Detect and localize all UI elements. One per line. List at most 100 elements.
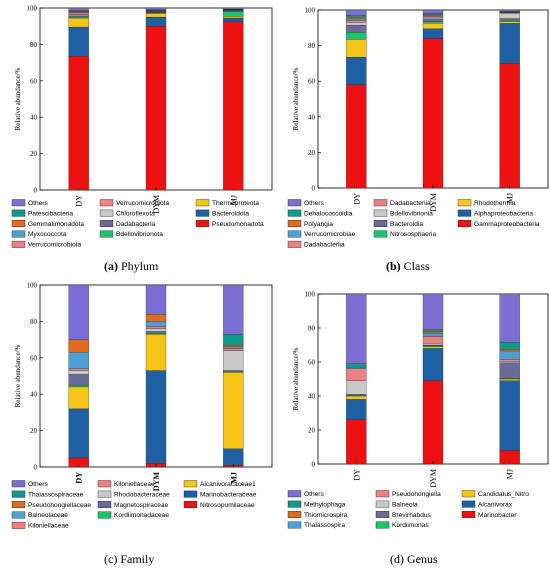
bar-segment-thiomicrospira [422,331,444,334]
bar-segment-brevirhabdus [499,362,520,379]
legend-label: Kordiimonas [392,522,429,529]
legend-swatch [287,490,302,498]
bar-segment-kiloniellaceae [68,368,89,371]
legend-label: Pseudomonadota [212,221,264,228]
bar-segment-gammaproteobacteria [422,38,444,189]
panel-a: 0 20 40 60 80 100 Relative abundance/% DY DYM MJ O… [11,5,273,249]
bar-segment-alcanivorax [422,348,444,381]
legend-label: Marinobacteraceae [200,491,257,498]
legend-label: Dehalococcoidia [304,210,353,217]
legend-label: Pseudohongiella [392,491,441,498]
bar-segment-balneola [346,380,367,395]
legend-label: Dadabacteriia [390,200,431,207]
bar-segment-balneola [499,360,520,363]
y-tick-label: 0 [34,187,38,195]
bar-segment-alcanivorax [499,380,520,451]
legend-swatch [375,511,390,518]
legend-swatch [287,521,302,529]
legend-label: Pseudohongiellaceae [28,502,91,509]
bar-segment-pseudohongiella [422,336,444,344]
y-tick-label: 40 [308,393,316,401]
legend-label: Magnetospiraceae [114,502,169,509]
legend-swatch [373,199,388,207]
x-category-label: MJ [506,469,515,479]
legend-label: Alcanivoracaceae1 [200,481,256,488]
bar-segment-verrucomicrobiae [346,18,367,21]
legend-swatch [375,500,390,508]
panel-c: 0 20 40 60 80 100 Relative abundance/% DY DYM MJ O… [11,282,273,530]
y-tick-label: 80 [308,42,316,50]
bar-segment-candidatus_nitro [422,346,444,349]
bar-segment-balneolaceae [68,352,89,369]
y-tick-label: 0 [312,461,316,469]
bar-segment-marinobacteraceae [68,408,89,459]
legend-swatch [11,220,26,228]
x-category-label: DY [352,193,361,205]
bar-segment-thermoproteota [223,16,244,19]
bar-segment-alcanivoracaceae1 [223,372,244,449]
legend-label: Patescibacteria [28,210,73,217]
y-axis-label: Relative abundance/% [14,344,22,407]
bar-segment-chloroflexota [68,14,89,16]
bar-segment-others [346,9,367,16]
bar-segment-candidatus_nitro [346,395,367,400]
bar-segment-marinobacter [422,380,444,465]
legend-swatch [287,199,302,207]
y-tick-label: 60 [308,78,316,86]
y-tick-label: 60 [30,354,38,362]
bar-segment-balneolaceae [223,346,244,349]
bar-segment-rhodobacteraceae [145,328,167,332]
bar-segment-others [145,7,167,10]
legend-label: Others [304,491,324,498]
bar-segment-alphaproteobacteria [422,28,444,39]
bar-segment-polyangia [346,16,367,20]
x-category-label: DYM [429,193,438,212]
legend-label: Verrucomicrobiae [304,231,356,238]
y-tick-label: 100 [305,7,316,15]
bar-segment-bacteroidia [422,18,444,22]
legend-swatch [195,199,210,207]
legend-swatch [11,501,26,508]
y-tick-label: 0 [34,464,38,472]
bar-segment-methylophaga [422,329,444,332]
panel-b: 0 20 40 60 80 100 Relative abundance/% DY DYM MJ O… [287,7,549,249]
bar-segment-alcanivoracaceae1 [145,333,167,371]
y-tick-label: 100 [27,5,38,13]
bar-segment-alphaproteobacteria [346,57,367,85]
y-tick-label: 20 [30,150,38,158]
bar-segment-rhodothermia [422,23,444,29]
legend-label: Bdellovibrionia [390,210,433,217]
legend-label: Verrucomicrobiota [116,200,169,207]
y-tick-label: 20 [30,427,38,435]
legend-swatch [287,500,302,508]
bar-segment-bacteroidota [223,17,244,22]
legend-swatch [11,480,26,488]
bar-segment-others [499,9,520,12]
bar-segment-others [145,284,167,315]
bar-segment-kiloniellaceae [223,348,244,351]
legend-swatch [11,209,26,217]
bar-segment-rhodobacteraceae [223,350,244,371]
bar-segment-others [422,293,444,330]
legend-swatch [461,500,476,508]
bar-segment-rhodothermia [499,21,520,24]
legend-swatch [457,209,472,217]
legend-label: Others [28,200,48,207]
bar-segment-others [223,7,244,10]
y-tick-label: 80 [308,325,316,333]
bar-segment-others [346,293,367,364]
bar-segment-bdellovibrionia [499,13,520,19]
legend-label: Bdellovibrionota [116,231,163,238]
y-tick-label: 60 [30,77,38,85]
x-category-label: DY [352,469,361,481]
bar-segment-verrucomicrobiota [68,12,89,15]
bar-segment-balneola [422,343,444,346]
legend-swatch [183,501,198,508]
legend-label: Thalassospiraceae [28,491,84,498]
bar-segment-rhodobacteraceae [68,370,89,375]
bar-segment-marinobacteraceae [145,370,167,464]
legend-swatch [373,209,388,217]
legend-swatch [195,220,210,228]
legend-swatch [287,209,302,217]
